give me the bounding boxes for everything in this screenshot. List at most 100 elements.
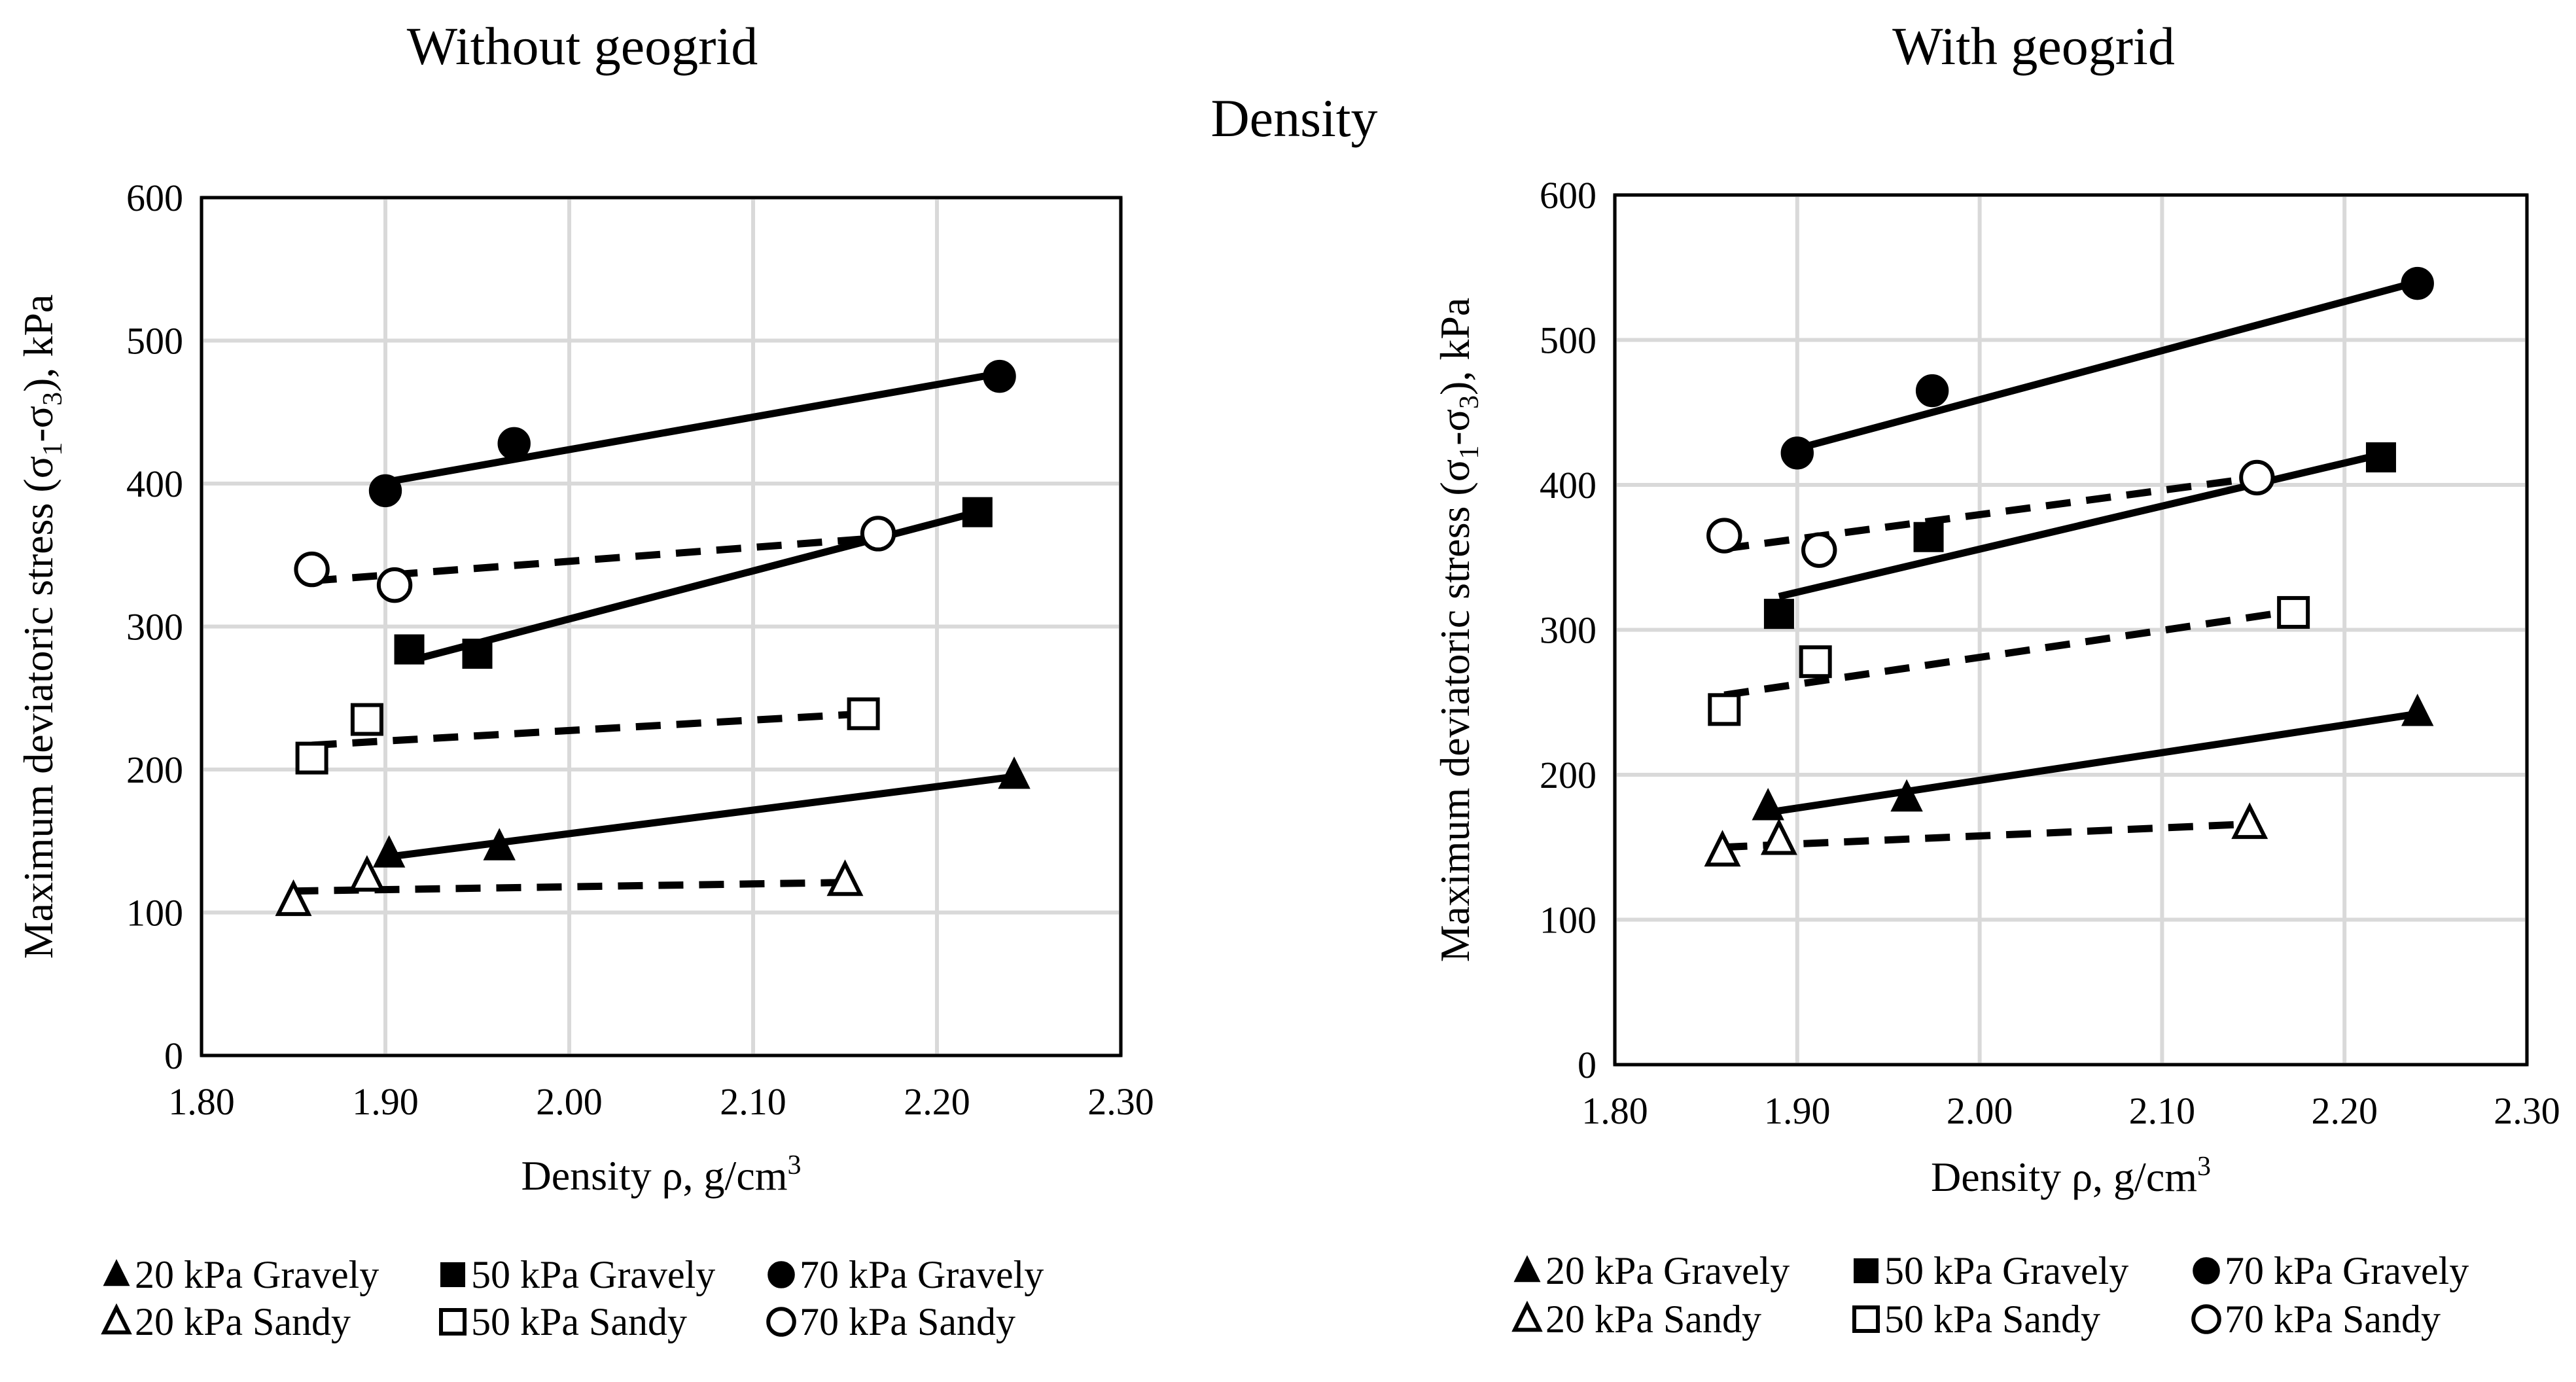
trendline-20-kpa-gravely xyxy=(388,773,1015,860)
legend-marker-20-kpa-gravely xyxy=(103,1259,130,1286)
data-point-70-kpa-sandy xyxy=(1706,518,1742,554)
series-20-kpa-gravely xyxy=(372,756,1031,868)
series-20-kpa-gravely xyxy=(1752,694,2434,821)
chart-title: Without geogrid xyxy=(407,16,758,76)
data-point-70-kpa-sandy xyxy=(1801,532,1837,568)
legend-marker-50-kpa-sandy xyxy=(1852,1305,1880,1333)
trendline-20-kpa-sandy xyxy=(1722,820,2250,851)
data-point-50-kpa-sandy xyxy=(350,703,383,736)
figure-title: Density xyxy=(1210,88,1377,148)
y-tick-label: 400 xyxy=(1540,464,1597,506)
legend-entry-20-kpa-sandy: 20 kPa Sandy xyxy=(1511,1298,1761,1341)
legend-entry-20-kpa-gravely: 20 kPa Gravely xyxy=(1513,1249,1790,1292)
y-tick-label: 400 xyxy=(126,463,183,505)
x-tick-label: 2.10 xyxy=(720,1080,786,1123)
series-70-kpa-sandy xyxy=(1706,459,2275,568)
y-tick-label: 100 xyxy=(126,892,183,934)
trendline-20-kpa-gravely xyxy=(1767,710,2418,817)
legend-entry-50-kpa-gravely: 50 kPa Gravely xyxy=(1854,1249,2128,1292)
data-point-50-kpa-sandy xyxy=(295,741,328,775)
series-50-kpa-gravely xyxy=(1763,442,2396,629)
x-tick-label: 2.10 xyxy=(2129,1090,2196,1132)
legend-label: 20 kPa Gravely xyxy=(1545,1249,1790,1292)
data-point-20-kpa-sandy xyxy=(1704,830,1741,867)
legend-label: 70 kPa Gravely xyxy=(800,1253,1044,1296)
y-tick-label: 200 xyxy=(126,749,183,791)
data-point-50-kpa-gravely xyxy=(2365,442,2396,472)
data-point-50-kpa-sandy xyxy=(1799,645,1832,679)
legend-entry-50-kpa-sandy: 50 kPa Sandy xyxy=(439,1300,687,1343)
trendline-20-kpa-sandy xyxy=(293,879,845,895)
trendline-70-kpa-gravely xyxy=(1796,278,2419,452)
legend-label: 50 kPa Gravely xyxy=(471,1253,715,1296)
legend-entry-50-kpa-gravely: 50 kPa Gravely xyxy=(440,1253,715,1296)
data-point-70-kpa-sandy xyxy=(376,567,413,603)
data-point-70-kpa-sandy xyxy=(294,551,330,588)
data-point-50-kpa-gravely xyxy=(1763,599,1794,629)
y-tick-label: 0 xyxy=(1578,1044,1597,1086)
x-tick-label: 2.30 xyxy=(2494,1090,2560,1132)
legend-label: 50 kPa Gravely xyxy=(1884,1249,2128,1292)
data-point-20-kpa-gravely xyxy=(998,756,1031,789)
series-50-kpa-gravely xyxy=(394,497,993,669)
data-point-70-kpa-sandy xyxy=(860,516,896,552)
x-tick-label: 1.90 xyxy=(1764,1090,1831,1132)
x-axis-label: Density ρ, g/cm3 xyxy=(521,1150,802,1199)
data-point-50-kpa-gravely xyxy=(394,634,425,665)
y-tick-label: 100 xyxy=(1540,899,1597,942)
x-axis-label: Density ρ, g/cm3 xyxy=(1931,1152,2211,1200)
data-point-20-kpa-sandy xyxy=(2231,802,2268,840)
x-tick-label: 2.00 xyxy=(536,1080,603,1123)
trendline-50-kpa-gravely xyxy=(1778,451,2382,600)
legend-label: 70 kPa Sandy xyxy=(2225,1298,2441,1341)
series-20-kpa-sandy xyxy=(275,855,864,916)
legend-marker-70-kpa-sandy xyxy=(2191,1304,2221,1334)
data-point-20-kpa-gravely xyxy=(372,835,406,868)
y-tick-label: 300 xyxy=(126,606,183,648)
x-tick-label: 1.80 xyxy=(168,1080,235,1123)
data-point-70-kpa-gravely xyxy=(983,359,1016,393)
legend-label: 50 kPa Sandy xyxy=(471,1300,687,1343)
x-tick-label: 2.00 xyxy=(1947,1090,2013,1132)
legend-entry-20-kpa-gravely: 20 kPa Gravely xyxy=(103,1253,379,1296)
y-tick-label: 0 xyxy=(164,1035,183,1077)
series-70-kpa-gravely xyxy=(1780,266,2434,470)
x-tick-label: 2.30 xyxy=(1087,1080,1154,1123)
data-point-50-kpa-sandy xyxy=(1708,693,1741,726)
chart-panel-without-geogrid: Without geogrid 1.80 1.90 2.00 2.10 2.20 2.30 0… xyxy=(15,16,1154,1343)
series-20-kpa-sandy xyxy=(1704,802,2268,867)
legend-marker-70-kpa-gravely xyxy=(768,1261,795,1288)
x-tick-label: 1.90 xyxy=(352,1080,419,1123)
trendline-50-kpa-sandy xyxy=(1723,607,2294,699)
y-tick-label: 600 xyxy=(126,177,183,219)
y-tick-label: 500 xyxy=(126,320,183,363)
legend-entry-20-kpa-sandy: 20 kPa Sandy xyxy=(101,1300,351,1343)
series-70-kpa-sandy xyxy=(294,516,896,603)
legend-entry-50-kpa-sandy: 50 kPa Sandy xyxy=(1852,1298,2100,1341)
data-point-20-kpa-sandy xyxy=(275,879,312,916)
data-point-70-kpa-gravely xyxy=(1780,436,1814,470)
data-point-20-kpa-sandy xyxy=(348,855,385,892)
y-tick-label: 200 xyxy=(1540,754,1597,796)
data-point-20-kpa-gravely xyxy=(1890,779,1923,812)
legend-label: 70 kPa Sandy xyxy=(800,1300,1015,1343)
legend-marker-20-kpa-sandy xyxy=(101,1303,132,1335)
series-70-kpa-gravely xyxy=(368,359,1016,508)
series-50-kpa-sandy xyxy=(1708,595,2310,726)
legend-label: 20 kPa Gravely xyxy=(135,1253,379,1296)
legend-marker-20-kpa-sandy xyxy=(1511,1300,1543,1332)
y-tick-label: 300 xyxy=(1540,609,1597,652)
data-point-70-kpa-gravely xyxy=(2401,266,2434,300)
series-50-kpa-sandy xyxy=(295,697,880,775)
data-point-50-kpa-sandy xyxy=(847,697,880,730)
legend-marker-70-kpa-gravely xyxy=(2193,1257,2220,1285)
x-tick-label: 1.80 xyxy=(1581,1090,1648,1132)
trendline-70-kpa-gravely xyxy=(385,370,1000,486)
legend-marker-20-kpa-gravely xyxy=(1513,1255,1541,1283)
legend-marker-50-kpa-gravely xyxy=(1854,1258,1879,1283)
legend-label: 20 kPa Sandy xyxy=(135,1300,351,1343)
data-point-20-kpa-gravely xyxy=(2401,694,2434,726)
trendline-50-kpa-sandy xyxy=(311,710,864,749)
trendline-70-kpa-sandy xyxy=(1723,474,2258,552)
